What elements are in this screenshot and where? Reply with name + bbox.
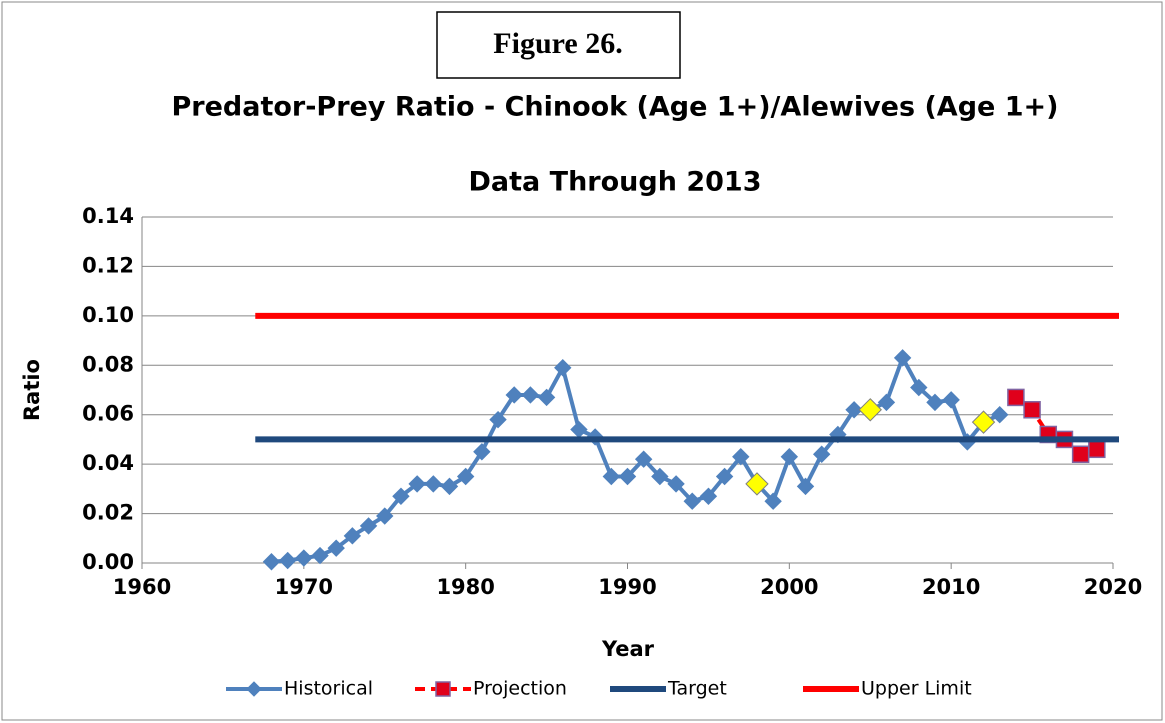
- data-point: [327, 539, 345, 557]
- data-point: [602, 467, 621, 486]
- data-point: [554, 359, 572, 377]
- data-point: [651, 467, 669, 486]
- legend-label: Upper Limit: [861, 678, 972, 700]
- data-point: [732, 448, 750, 466]
- data-point: [392, 487, 410, 505]
- data-point: [910, 378, 928, 397]
- legend-marker: [435, 681, 451, 697]
- data-point: [473, 443, 491, 461]
- x-tick-label: 1980: [436, 575, 494, 599]
- data-point: [764, 492, 782, 510]
- data-point: [991, 406, 1009, 424]
- data-point: [424, 475, 443, 493]
- data-point: [877, 393, 896, 412]
- data-point: [408, 475, 426, 493]
- data-point: [942, 391, 960, 409]
- data-point: [1023, 401, 1041, 419]
- data-point: [456, 467, 475, 486]
- legend-label: Historical: [284, 678, 373, 700]
- x-tick-label: 2020: [1084, 575, 1142, 599]
- x-tick-label: 1970: [275, 575, 333, 599]
- data-point: [1007, 388, 1025, 407]
- data-point: [634, 450, 653, 468]
- legend-marker: [246, 681, 262, 697]
- data-point: [489, 410, 507, 429]
- x-tick-label: 1990: [598, 575, 656, 599]
- figure-box: [436, 11, 681, 79]
- data-point: [618, 467, 637, 486]
- y-tick-label: 0.06: [82, 402, 134, 426]
- data-point: [699, 487, 718, 505]
- highlight-point: [971, 410, 996, 434]
- data-point: [311, 546, 329, 565]
- y-tick-label: 0.02: [82, 501, 134, 525]
- y-tick-label: 0.08: [82, 352, 134, 376]
- y-tick-label: 0.00: [82, 550, 134, 574]
- figure-label: Figure 26.: [493, 27, 622, 60]
- data-point: [295, 549, 313, 567]
- data-point: [845, 401, 863, 419]
- data-point: [521, 386, 540, 404]
- data-point: [683, 492, 701, 510]
- data-point: [893, 349, 912, 367]
- y-axis-title: Ratio: [20, 359, 44, 421]
- chart-subtitle: Data Through 2013: [469, 167, 762, 198]
- data-point: [812, 445, 831, 463]
- data-point: [440, 477, 459, 496]
- y-tick-label: 0.12: [82, 253, 134, 277]
- y-tick-label: 0.14: [82, 204, 134, 228]
- chart-title: Predator-Prey Ratio - Chinook (Age 1+)/A…: [171, 92, 1058, 123]
- y-tick-label: 0.10: [82, 303, 134, 327]
- data-point: [667, 475, 685, 493]
- x-tick-label: 1960: [113, 575, 171, 599]
- data-point: [926, 393, 944, 412]
- legend-label: Target: [667, 678, 727, 700]
- data-point: [1071, 445, 1090, 464]
- data-point: [715, 467, 734, 486]
- x-axis-title: Year: [601, 637, 655, 661]
- x-tick-label: 2000: [760, 575, 818, 599]
- highlight-point: [858, 398, 882, 422]
- data-point: [537, 388, 556, 407]
- data-point: [796, 477, 815, 496]
- x-tick-label: 2010: [922, 575, 980, 599]
- data-point: [359, 517, 378, 535]
- data-point: [1088, 440, 1106, 459]
- data-point: [505, 386, 523, 404]
- data-point: [343, 527, 362, 545]
- data-point: [262, 553, 281, 571]
- data-point: [278, 551, 297, 570]
- y-tick-label: 0.04: [82, 451, 134, 475]
- series-line: [271, 355, 1001, 564]
- data-point: [376, 507, 394, 525]
- data-point: [780, 448, 799, 466]
- legend-label: Projection: [473, 678, 567, 700]
- highlight-point: [745, 472, 769, 496]
